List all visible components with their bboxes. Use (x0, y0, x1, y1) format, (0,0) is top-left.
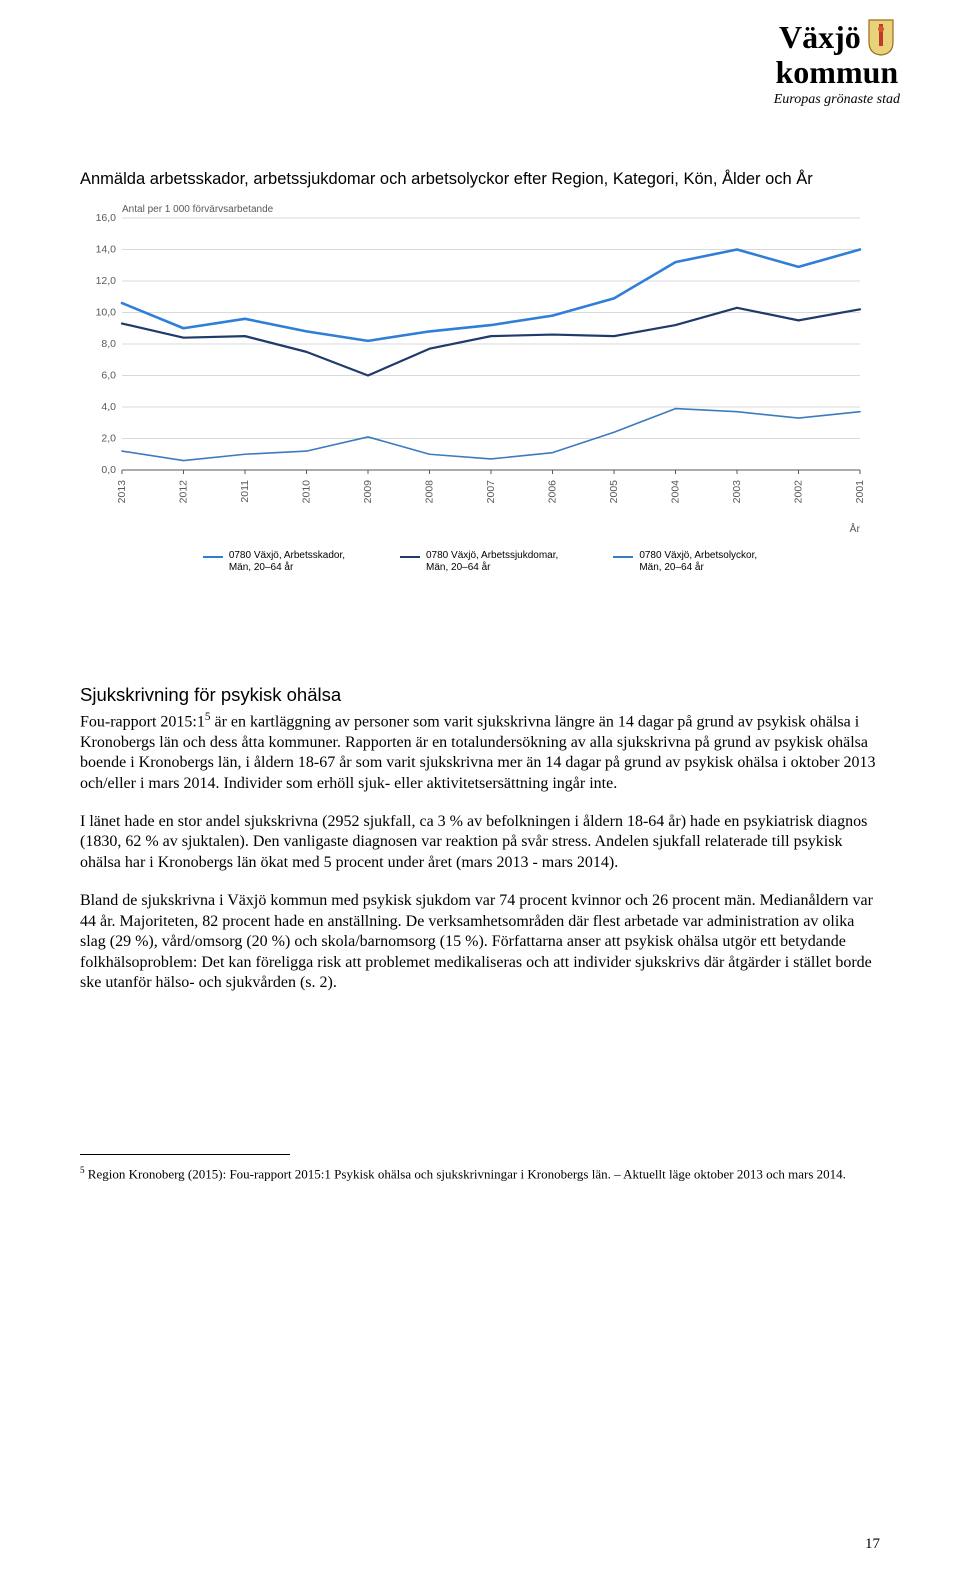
svg-text:2010: 2010 (300, 480, 312, 504)
chart-region: Anmälda arbetsskador, arbetssjukdomar oc… (80, 170, 880, 574)
svg-text:2012: 2012 (177, 480, 189, 504)
svg-text:10,0: 10,0 (96, 306, 117, 318)
section-heading: Sjukskrivning för psykisk ohälsa (80, 684, 880, 706)
legend-item: 0780 Växjö, Arbetsskador,Män, 20–64 år (203, 550, 345, 574)
chart-title: Anmälda arbetsskador, arbetssjukdomar oc… (80, 170, 880, 190)
svg-text:2003: 2003 (731, 480, 743, 504)
svg-text:År: År (850, 522, 861, 535)
svg-text:12,0: 12,0 (96, 275, 117, 287)
svg-text:0,0: 0,0 (101, 464, 116, 476)
shield-icon (867, 18, 895, 56)
svg-text:14,0: 14,0 (96, 243, 117, 255)
svg-text:2008: 2008 (423, 480, 435, 504)
page-number: 17 (865, 1536, 880, 1553)
logo-line1: Växjö (779, 21, 861, 53)
footnote-rule (80, 1154, 290, 1155)
svg-text:2011: 2011 (239, 480, 251, 503)
chart-legend: 0780 Växjö, Arbetsskador,Män, 20–64 år 07… (80, 550, 880, 574)
legend-item: 0780 Växjö, Arbetssjukdomar,Män, 20–64 å… (400, 550, 558, 574)
legend-swatch (203, 556, 223, 558)
svg-text:Antal per 1 000 förvärvsarbeta: Antal per 1 000 förvärvsarbetande (122, 204, 274, 215)
svg-text:2007: 2007 (485, 480, 497, 504)
footnote-text: Region Kronoberg (2015): Fou-rapport 201… (85, 1166, 846, 1181)
legend-label: 0780 Växjö, Arbetssjukdomar,Män, 20–64 å… (426, 550, 558, 574)
svg-text:16,0: 16,0 (96, 212, 117, 224)
svg-text:8,0: 8,0 (101, 338, 116, 350)
brand-logo: Växjö kommun Europas grönaste stad (774, 18, 900, 108)
svg-text:2001: 2001 (854, 480, 866, 504)
footnote: 5 Region Kronoberg (2015): Fou-rapport 2… (80, 1165, 880, 1183)
paragraph-2: I länet hade en stor andel sjukskrivna (… (80, 812, 880, 873)
paragraph-3: Bland de sjukskrivna i Växjö kommun med … (80, 891, 880, 993)
svg-text:2004: 2004 (669, 480, 681, 504)
svg-text:2009: 2009 (362, 480, 374, 504)
svg-text:6,0: 6,0 (101, 369, 116, 381)
logo-tagline: Europas grönaste stad (774, 92, 900, 108)
svg-text:2013: 2013 (116, 480, 128, 504)
paragraph-1: Fou-rapport 2015:15 är en kartläggning a… (80, 710, 880, 794)
body-text: Sjukskrivning för psykisk ohälsa Fou-rap… (80, 684, 880, 1183)
logo-line2: kommun (774, 56, 900, 88)
line-chart: Antal per 1 000 förvärvsarbetande 0,0 2,0 4… (80, 200, 880, 540)
svg-text:2005: 2005 (608, 480, 620, 504)
legend-label: 0780 Växjö, Arbetsolyckor,Män, 20–64 år (639, 550, 757, 574)
svg-text:2002: 2002 (792, 480, 804, 504)
legend-item: 0780 Växjö, Arbetsolyckor,Män, 20–64 år (613, 550, 757, 574)
svg-text:2,0: 2,0 (101, 432, 116, 444)
legend-label: 0780 Växjö, Arbetsskador,Män, 20–64 år (229, 550, 345, 574)
legend-swatch (400, 556, 420, 558)
svg-text:4,0: 4,0 (101, 401, 116, 413)
legend-swatch (613, 556, 633, 558)
svg-text:2006: 2006 (546, 480, 558, 504)
p1-lead: Fou-rapport 2015:1 (80, 713, 205, 730)
